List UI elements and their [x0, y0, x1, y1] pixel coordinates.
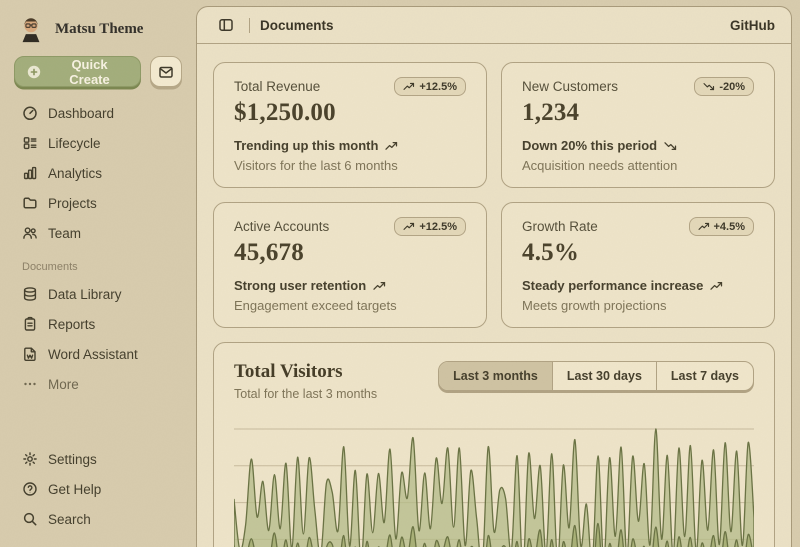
card-footer-primary: Steady performance increase: [522, 278, 754, 293]
dashboard-content: Total Revenue +12.5% $1,250.00 Trending …: [197, 44, 791, 547]
documents-section-label: Documents: [22, 261, 78, 273]
sidebar-item-analytics[interactable]: Analytics: [14, 159, 182, 187]
sidebar: Matsu Theme Quick Create: [0, 0, 196, 547]
sidebar-item-lifecycle[interactable]: Lifecycle: [14, 129, 182, 157]
sidebar-item-dashboard[interactable]: Dashboard: [14, 99, 182, 127]
card-footer-secondary: Meets growth projections: [522, 298, 667, 313]
help-circle-icon: [22, 481, 38, 497]
stat-card-new-customers: New Customers -20% 1,234 Down 20% this p…: [501, 62, 775, 188]
tab-last-7-days[interactable]: Last 7 days: [657, 362, 753, 390]
trend-badge: +12.5%: [394, 217, 466, 236]
database-icon: [22, 286, 38, 302]
topbar: Documents GitHub: [197, 7, 791, 44]
card-footer-secondary: Engagement exceed targets: [234, 298, 397, 313]
gear-icon: [22, 451, 38, 467]
trending-up-icon: [403, 222, 415, 231]
card-footer-primary: Strong user retention: [234, 278, 466, 293]
sidebar-item-get-help[interactable]: Get Help: [14, 475, 182, 503]
dashboard-icon: [22, 105, 38, 121]
trending-down-icon: [664, 141, 677, 151]
sidebar-item-team[interactable]: Team: [14, 219, 182, 247]
stat-card-active-accounts: Active Accounts +12.5% 45,678 Strong use…: [213, 202, 487, 328]
sidebar-header[interactable]: Matsu Theme: [14, 12, 182, 56]
ellipsis-icon: [22, 376, 38, 392]
card-footer-secondary: Visitors for the last 6 months: [234, 158, 398, 173]
trend-badge: -20%: [694, 77, 754, 96]
card-label: Active Accounts: [234, 219, 330, 234]
sidebar-item-projects[interactable]: Projects: [14, 189, 182, 217]
sidebar-item-more[interactable]: More: [14, 370, 182, 398]
sidebar-main-nav: Dashboard Lifecycle Analytics: [14, 99, 182, 249]
card-value: 1,234: [522, 99, 580, 126]
search-icon: [22, 511, 38, 527]
trending-up-icon: [697, 222, 710, 231]
stat-cards-grid: Total Revenue +12.5% $1,250.00 Trending …: [213, 62, 775, 328]
tab-last-3-months[interactable]: Last 3 months: [439, 362, 553, 390]
folder-icon: [22, 195, 38, 211]
sidebar-documents-nav: Data Library Reports Word Assistant: [14, 280, 182, 400]
sidebar-toggle-button[interactable]: [213, 12, 239, 38]
card-value: 45,678: [234, 239, 304, 266]
file-icon: [22, 346, 38, 362]
visitors-area-chart[interactable]: [234, 414, 754, 547]
quick-create-label: Quick Create: [69, 56, 110, 87]
page-title: Documents: [260, 17, 334, 33]
card-label: Growth Rate: [522, 219, 598, 234]
chart-title: Total Visitors: [234, 361, 343, 382]
panel-left-icon: [218, 17, 234, 33]
stat-card-growth-rate: Growth Rate +4.5% 4.5% Steady performanc…: [501, 202, 775, 328]
trend-badge: +12.5%: [394, 77, 466, 96]
sidebar-item-reports[interactable]: Reports: [14, 310, 182, 338]
avatar: [16, 14, 46, 44]
chart-range-tabs: Last 3 months Last 30 days Last 7 days: [438, 361, 754, 391]
sidebar-footer-nav: Settings Get Help Search: [14, 445, 182, 535]
trending-down-icon: [703, 82, 715, 91]
trend-badge: +4.5%: [688, 217, 754, 236]
trending-up-icon: [373, 281, 386, 291]
main-panel: Documents GitHub Total Revenue +12.5%: [196, 6, 792, 547]
circle-plus-icon: [26, 64, 42, 80]
mail-icon: [158, 64, 174, 80]
trending-up-icon: [385, 141, 398, 151]
sidebar-item-settings[interactable]: Settings: [14, 445, 182, 473]
quick-create-button[interactable]: Quick Create: [14, 56, 141, 87]
clipboard-icon: [22, 316, 38, 332]
list-details-icon: [22, 135, 38, 151]
chart-subtitle: Total for the last 3 months: [234, 387, 378, 401]
card-footer-secondary: Acquisition needs attention: [522, 158, 678, 173]
inbox-button[interactable]: [150, 56, 182, 87]
sidebar-item-word-assistant[interactable]: Word Assistant: [14, 340, 182, 368]
trending-up-icon: [403, 82, 415, 91]
sidebar-item-data-library[interactable]: Data Library: [14, 280, 182, 308]
stat-card-total-revenue: Total Revenue +12.5% $1,250.00 Trending …: [213, 62, 487, 188]
card-label: Total Revenue: [234, 79, 321, 94]
card-footer-primary: Trending up this month: [234, 138, 466, 153]
card-value: 4.5%: [522, 239, 580, 266]
sidebar-item-search[interactable]: Search: [14, 505, 182, 533]
tab-last-30-days[interactable]: Last 30 days: [553, 362, 657, 390]
card-footer-primary: Down 20% this period: [522, 138, 754, 153]
github-link[interactable]: GitHub: [730, 17, 775, 33]
users-icon: [22, 225, 38, 241]
app-title: Matsu Theme: [55, 20, 144, 37]
trending-up-icon: [710, 281, 723, 291]
card-value: $1,250.00: [234, 99, 336, 126]
topbar-divider: [249, 17, 250, 33]
bar-chart-icon: [22, 165, 38, 181]
card-label: New Customers: [522, 79, 619, 94]
total-visitors-card: Total Visitors Total for the last 3 mont…: [213, 342, 775, 547]
